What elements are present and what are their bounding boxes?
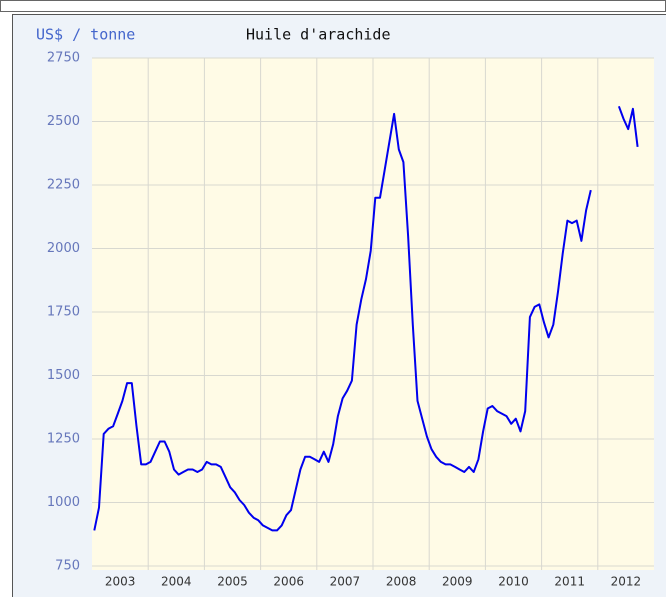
x-tick-label: 2005 [217, 575, 248, 589]
x-tick-label: 2006 [273, 575, 304, 589]
x-tick-label: 2012 [611, 575, 642, 589]
y-tick-label: 2250 [47, 178, 80, 193]
y-tick-label: 750 [55, 559, 80, 574]
y-tick-label: 2750 [47, 51, 80, 66]
x-tick-label: 2008 [386, 575, 417, 589]
chart-title: Huile d'arachide [246, 26, 391, 44]
y-tick-label: 1750 [47, 305, 80, 320]
y-tick-label: 2500 [47, 114, 80, 129]
x-tick-label: 2003 [105, 575, 136, 589]
x-tick-label: 2009 [442, 575, 473, 589]
top-bar [0, 0, 666, 12]
x-tick-label: 2010 [498, 575, 529, 589]
y-tick-label: 1250 [47, 432, 80, 447]
y-axis-label: US$ / tonne [36, 26, 135, 44]
y-tick-label: 2000 [47, 241, 80, 256]
x-tick-label: 2004 [161, 575, 192, 589]
x-tick-label: 2011 [554, 575, 585, 589]
x-tick-label: 2007 [330, 575, 361, 589]
data-line [93, 105, 639, 532]
y-tick-label: 1500 [47, 368, 80, 383]
y-tick-label: 1000 [47, 495, 80, 510]
